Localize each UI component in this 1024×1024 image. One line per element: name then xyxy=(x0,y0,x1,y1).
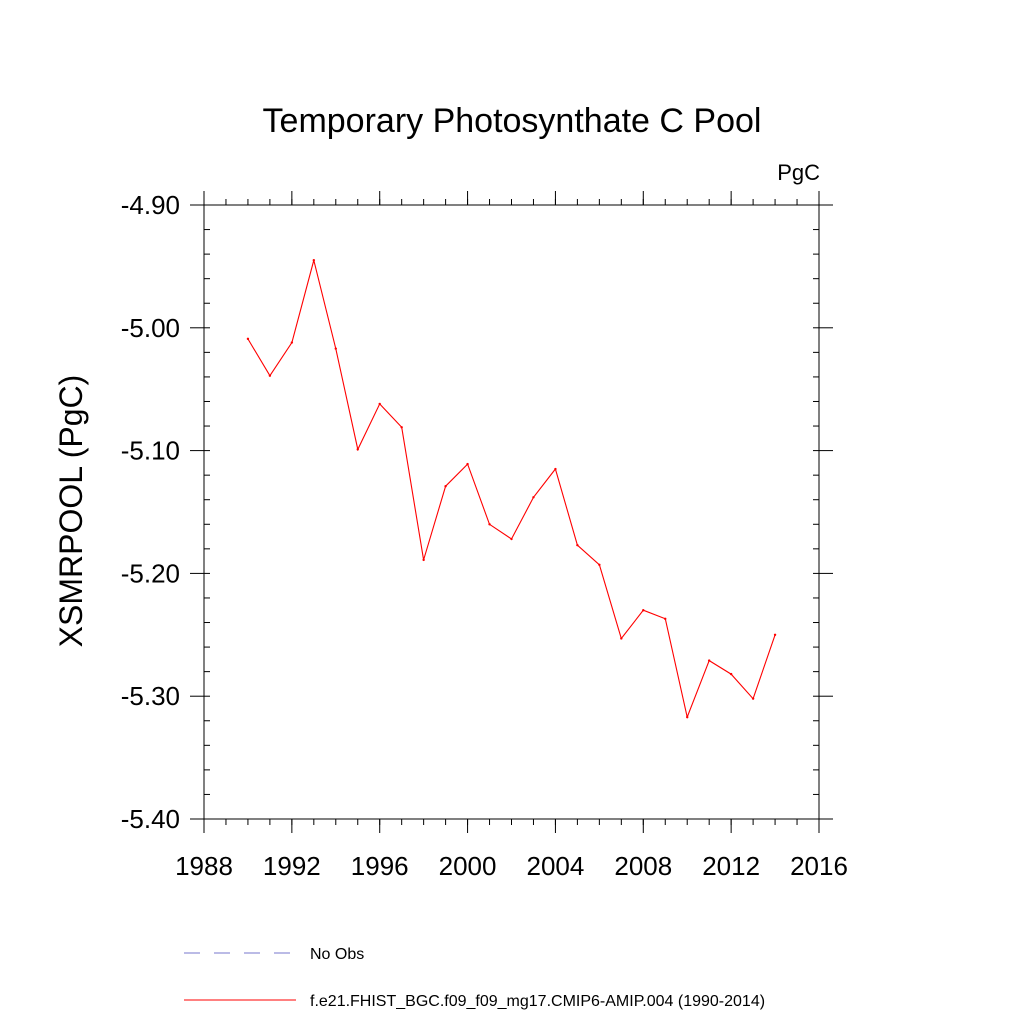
y-tick-label: -5.30 xyxy=(121,681,180,711)
data-point xyxy=(576,543,579,547)
data-point xyxy=(422,558,425,562)
y-axis-ticks: -4.90 -5.00 -5.10 -5.20 -5.30 -5.40 xyxy=(121,190,833,834)
data-point xyxy=(532,496,535,499)
data-point xyxy=(598,563,601,567)
x-tick-label: 1996 xyxy=(351,851,409,881)
data-point xyxy=(686,715,689,719)
legend-label: f.e21.FHIST_BGC.f09_f09_mg17.CMIP6-AMIP.… xyxy=(310,993,765,1010)
data-point xyxy=(466,462,469,466)
data-point xyxy=(268,374,272,377)
data-point xyxy=(620,637,623,640)
y-tick-label: -5.40 xyxy=(121,804,180,834)
data-point xyxy=(707,659,711,662)
y-tick-label: -5.10 xyxy=(121,436,180,466)
x-tick-label: 1988 xyxy=(175,851,233,881)
x-tick-label: 2016 xyxy=(790,851,848,881)
series-layer xyxy=(246,259,777,719)
data-point xyxy=(400,426,403,429)
data-point xyxy=(751,697,755,700)
data-point xyxy=(510,537,513,541)
x-tick-label: 2008 xyxy=(614,851,672,881)
y-tick-label: -4.90 xyxy=(121,190,180,220)
data-point xyxy=(773,633,777,636)
y-axis-label: XSMRPOOL (PgC) xyxy=(53,375,89,648)
data-point xyxy=(642,609,645,612)
x-tick-label: 2012 xyxy=(702,851,760,881)
units-label: PgC xyxy=(777,160,820,185)
legend-label: No Obs xyxy=(310,946,364,963)
data-point xyxy=(554,467,557,471)
legend: No Obs f.e21.FHIST_BGC.f09_f09_mg17.CMIP6… xyxy=(184,946,765,1010)
minor-ticks xyxy=(203,199,820,825)
x-tick-label: 1992 xyxy=(263,851,321,881)
y-tick-label: -5.20 xyxy=(121,558,180,588)
data-point xyxy=(444,485,447,488)
data-point xyxy=(312,259,316,262)
chart-title: Temporary Photosynthate C Pool xyxy=(263,102,762,140)
data-point xyxy=(664,617,667,621)
x-axis-ticks: 1988 1992 1996 2000 2004 2008 2012 2016 xyxy=(175,191,848,881)
data-point xyxy=(246,337,250,341)
data-point xyxy=(356,448,359,451)
x-tick-label: 2004 xyxy=(527,851,585,881)
data-point xyxy=(729,672,733,676)
data-point xyxy=(378,402,381,406)
y-tick-label: -5.00 xyxy=(121,313,180,343)
data-point xyxy=(334,347,337,350)
x-tick-label: 2000 xyxy=(439,851,497,881)
data-point xyxy=(290,341,294,344)
plot-frame xyxy=(203,204,820,820)
series-line xyxy=(247,260,776,719)
data-point xyxy=(488,523,491,526)
